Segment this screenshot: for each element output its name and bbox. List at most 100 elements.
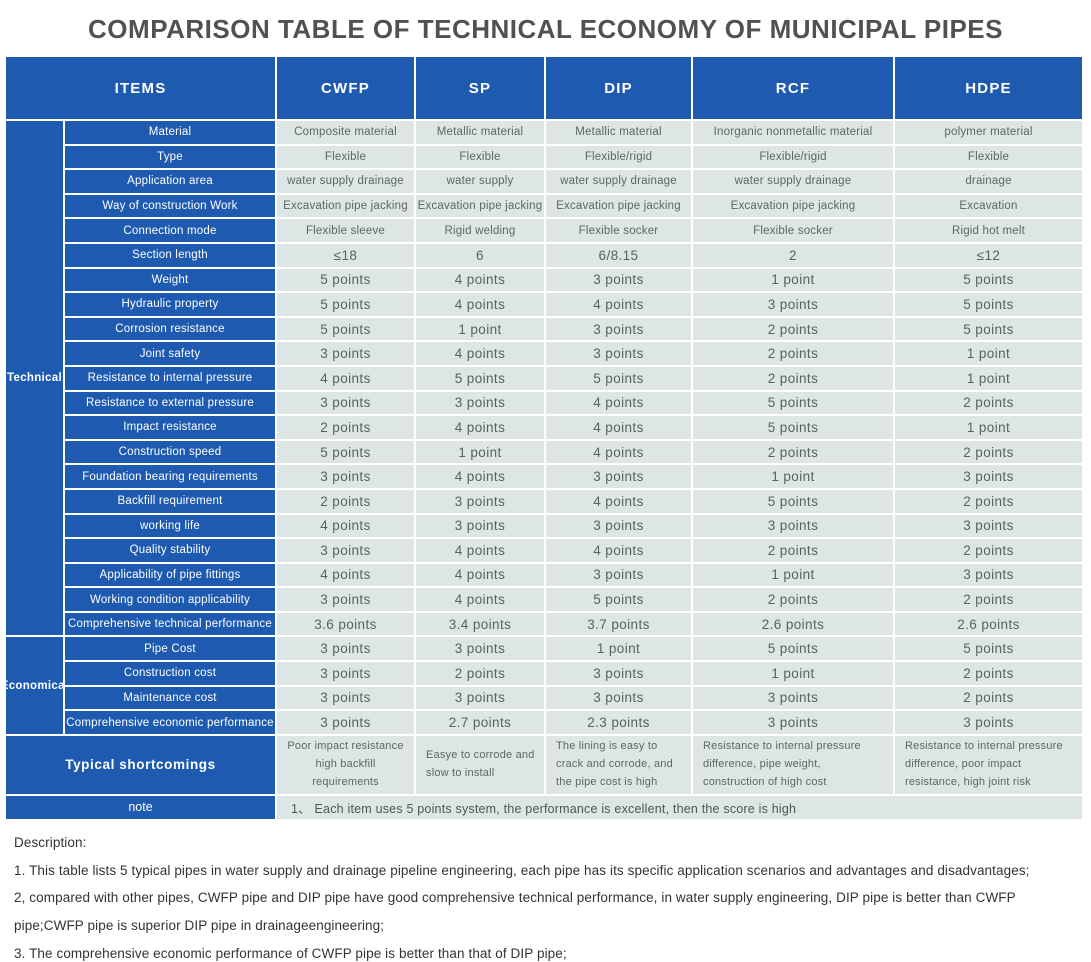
cell-applicability-of-pipe-fittings-dip: 3 points	[546, 563, 691, 587]
group-label-economical: Economical	[1, 637, 68, 734]
cell-construction-speed-dip: 4 points	[546, 440, 691, 464]
cell-corrosion-resistance-rcf: 2 points	[693, 317, 893, 341]
cell-application-area-sp: water supply	[416, 170, 544, 193]
cell-joint-safety-hdpe: 1 point	[895, 342, 1082, 365]
header-col-hdpe: HDPE	[895, 57, 1082, 119]
cell-type-hdpe: Flexible	[895, 145, 1082, 169]
cell-material-hdpe: polymer material	[895, 121, 1082, 144]
cell-working-condition-applicability-hdpe: 2 points	[895, 588, 1082, 611]
header-col-dip: DIP	[546, 57, 691, 119]
cell-hydraulic-property-sp: 4 points	[416, 293, 544, 316]
description-block: Description: 1. This table lists 5 typic…	[14, 829, 1081, 962]
header-col-sp: SP	[416, 57, 544, 119]
row-label-comprehensive-economic-performance: Comprehensive economic performance	[65, 711, 275, 734]
cell-material-sp: Metallic material	[416, 121, 544, 144]
row-label-foundation-bearing-requirements: Foundation bearing requirements	[65, 465, 275, 488]
cell-weight-hdpe: 5 points	[895, 268, 1082, 292]
cell-foundation-bearing-requirements-rcf: 1 point	[693, 465, 893, 488]
cell-maintenance-cost-sp: 3 points	[416, 686, 544, 710]
shortcomings-hdpe: Resistance to internal pressure differen…	[895, 735, 1082, 794]
cell-section-length-rcf: 2	[693, 243, 893, 267]
row-label-construction-speed: Construction speed	[65, 440, 275, 464]
row-label-application-area: Application area	[65, 170, 275, 193]
cell-joint-safety-dip: 3 points	[546, 342, 691, 365]
cell-connection-mode-sp: Rigid welding	[416, 219, 544, 242]
cell-construction-speed-sp: 1 point	[416, 440, 544, 464]
cell-connection-mode-hdpe: Rigid hot melt	[895, 219, 1082, 242]
cell-construction-cost-cwfp: 3 points	[277, 662, 414, 685]
cell-weight-sp: 4 points	[416, 268, 544, 292]
cell-comprehensive-technical-performance-rcf: 2.6 points	[693, 612, 893, 636]
cell-section-length-sp: 6	[416, 243, 544, 267]
cell-resistance-to-internal-pressure-hdpe: 1 point	[895, 366, 1082, 390]
cell-construction-speed-hdpe: 2 points	[895, 440, 1082, 464]
cell-comprehensive-economic-performance-dip: 2.3 points	[546, 711, 691, 734]
cell-foundation-bearing-requirements-cwfp: 3 points	[277, 465, 414, 488]
cell-maintenance-cost-rcf: 3 points	[693, 686, 893, 710]
cell-type-sp: Flexible	[416, 145, 544, 169]
cell-construction-cost-hdpe: 2 points	[895, 662, 1082, 685]
cell-pipe-cost-hdpe: 5 points	[895, 637, 1082, 661]
cell-way-of-construction-work-hdpe: Excavation	[895, 194, 1082, 218]
cell-type-dip: Flexible/rigid	[546, 145, 691, 169]
shortcomings-dip: The lining is easy to crack and corrode,…	[546, 735, 691, 794]
cell-impact-resistance-sp: 4 points	[416, 416, 544, 439]
cell-resistance-to-external-pressure-sp: 3 points	[416, 391, 544, 415]
cell-backfill-requirement-cwfp: 2 points	[277, 489, 414, 513]
row-label-type: Type	[65, 145, 275, 169]
cell-weight-dip: 3 points	[546, 268, 691, 292]
cell-maintenance-cost-cwfp: 3 points	[277, 686, 414, 710]
row-label-construction-cost: Construction cost	[65, 662, 275, 685]
cell-pipe-cost-dip: 1 point	[546, 637, 691, 661]
cell-quality-stability-rcf: 2 points	[693, 539, 893, 562]
cell-application-area-rcf: water supply drainage	[693, 170, 893, 193]
cell-working-condition-applicability-sp: 4 points	[416, 588, 544, 611]
cell-working-condition-applicability-cwfp: 3 points	[277, 588, 414, 611]
cell-weight-cwfp: 5 points	[277, 268, 414, 292]
cell-resistance-to-internal-pressure-cwfp: 4 points	[277, 366, 414, 390]
cell-foundation-bearing-requirements-dip: 3 points	[546, 465, 691, 488]
cell-working-life-cwfp: 4 points	[277, 514, 414, 538]
cell-construction-speed-rcf: 2 points	[693, 440, 893, 464]
cell-applicability-of-pipe-fittings-sp: 4 points	[416, 563, 544, 587]
cell-quality-stability-dip: 4 points	[546, 539, 691, 562]
cell-comprehensive-economic-performance-rcf: 3 points	[693, 711, 893, 734]
cell-material-dip: Metallic material	[546, 121, 691, 144]
row-label-quality-stability: Quality stability	[65, 539, 275, 562]
cell-working-life-rcf: 3 points	[693, 514, 893, 538]
cell-resistance-to-external-pressure-cwfp: 3 points	[277, 391, 414, 415]
cell-hydraulic-property-dip: 4 points	[546, 293, 691, 316]
cell-connection-mode-rcf: Flexible socker	[693, 219, 893, 242]
cell-comprehensive-technical-performance-cwfp: 3.6 points	[277, 612, 414, 636]
row-label-weight: Weight	[65, 268, 275, 292]
cell-connection-mode-cwfp: Flexible sleeve	[277, 219, 414, 242]
cell-material-rcf: Inorganic nonmetallic material	[693, 121, 893, 144]
cell-foundation-bearing-requirements-hdpe: 3 points	[895, 465, 1082, 488]
cell-backfill-requirement-sp: 3 points	[416, 489, 544, 513]
row-label-working-life: working life	[65, 514, 275, 538]
cell-resistance-to-internal-pressure-sp: 5 points	[416, 366, 544, 390]
description-line-3: 3. The comprehensive economic performanc…	[14, 945, 567, 961]
shortcomings-label: Typical shortcomings	[6, 735, 275, 794]
cell-construction-speed-cwfp: 5 points	[277, 440, 414, 464]
row-label-impact-resistance: Impact resistance	[65, 416, 275, 439]
cell-working-condition-applicability-dip: 5 points	[546, 588, 691, 611]
cell-construction-cost-sp: 2 points	[416, 662, 544, 685]
row-label-comprehensive-technical-performance: Comprehensive technical performance	[65, 612, 275, 636]
cell-working-life-dip: 3 points	[546, 514, 691, 538]
shortcomings-rcf: Resistance to internal pressure differen…	[693, 735, 893, 794]
cell-hydraulic-property-rcf: 3 points	[693, 293, 893, 316]
cell-foundation-bearing-requirements-sp: 4 points	[416, 465, 544, 488]
description-line-1: 1. This table lists 5 typical pipes in w…	[14, 862, 1030, 878]
cell-joint-safety-sp: 4 points	[416, 342, 544, 365]
cell-corrosion-resistance-sp: 1 point	[416, 317, 544, 341]
cell-impact-resistance-cwfp: 2 points	[277, 416, 414, 439]
cell-way-of-construction-work-sp: Excavation pipe jacking	[416, 194, 544, 218]
cell-applicability-of-pipe-fittings-rcf: 1 point	[693, 563, 893, 587]
cell-application-area-dip: water supply drainage	[546, 170, 691, 193]
cell-resistance-to-internal-pressure-dip: 5 points	[546, 366, 691, 390]
cell-applicability-of-pipe-fittings-cwfp: 4 points	[277, 563, 414, 587]
note-text: 1、 Each item uses 5 points system, the p…	[277, 795, 1082, 819]
cell-material-cwfp: Composite material	[277, 121, 414, 144]
